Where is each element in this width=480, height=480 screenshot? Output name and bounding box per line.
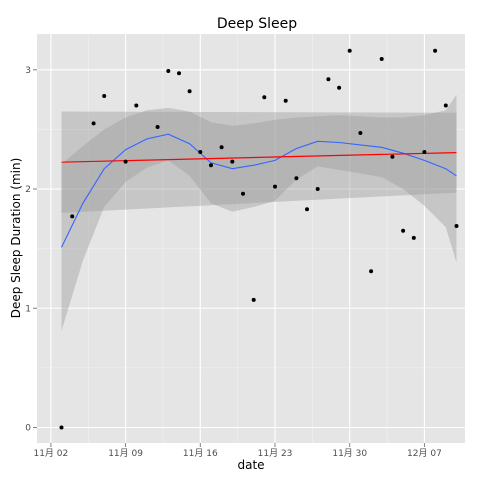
x-axis-title: date (237, 458, 264, 472)
data-point (166, 69, 171, 73)
data-point (390, 154, 395, 159)
y-tick-label: 0 (25, 423, 31, 433)
data-point (219, 145, 224, 150)
data-point (241, 191, 245, 196)
x-tick-label: 11月 30 (332, 448, 367, 459)
data-point (70, 214, 75, 219)
data-point (443, 103, 448, 108)
y-tick-label: 2 (25, 185, 31, 195)
loess-fit-line (61, 133, 457, 248)
data-point (433, 48, 438, 53)
x-axis: 11月 02 11月 09 11月 16 11月 23 11月 30 12月 07 (33, 443, 442, 459)
data-point (273, 184, 277, 189)
data-point (91, 121, 96, 126)
data-point (294, 176, 299, 181)
data-point (123, 159, 128, 164)
data-point (198, 150, 203, 154)
data-point (177, 71, 181, 76)
data-point (59, 425, 64, 430)
data-point (315, 187, 320, 191)
x-tick-label: 12月 07 (407, 448, 442, 459)
data-point (230, 159, 235, 164)
data-point (305, 207, 309, 212)
data-point (187, 89, 192, 94)
x-tick-label: 11月 09 (108, 448, 143, 459)
data-point (347, 48, 352, 53)
fit-lines (61, 133, 457, 248)
data-points (59, 48, 459, 430)
data-point (422, 150, 427, 154)
confidence-bands (61, 94, 457, 331)
y-tick-label: 1 (25, 304, 31, 314)
x-tick-label: 11月 16 (183, 448, 218, 459)
chart-title: Deep Sleep (217, 16, 297, 32)
data-point (283, 98, 288, 103)
data-point (369, 269, 374, 274)
data-point (155, 125, 160, 129)
minor-gridlines (37, 34, 465, 443)
y-axis-title: Deep Sleep Duration (min) (9, 158, 23, 319)
data-point (102, 94, 107, 98)
linear-confidence-band (61, 111, 457, 213)
loess-confidence-band (61, 94, 457, 331)
data-point (379, 57, 384, 61)
data-point (337, 85, 342, 90)
data-point (454, 224, 459, 228)
plot-panel (37, 34, 465, 443)
linear-fit-line (61, 152, 457, 163)
data-point (326, 77, 331, 82)
y-axis: 0 1 2 3 (25, 66, 37, 433)
x-tick-label: 11月 02 (33, 448, 68, 459)
major-gridlines (37, 34, 465, 443)
data-point (209, 163, 213, 168)
data-point (401, 228, 406, 233)
data-point (251, 297, 256, 302)
data-point (358, 131, 363, 135)
y-tick-label: 3 (25, 66, 31, 76)
data-point (134, 103, 139, 108)
data-point (262, 95, 267, 100)
data-point (411, 235, 416, 240)
x-tick-label: 11月 23 (258, 448, 293, 459)
